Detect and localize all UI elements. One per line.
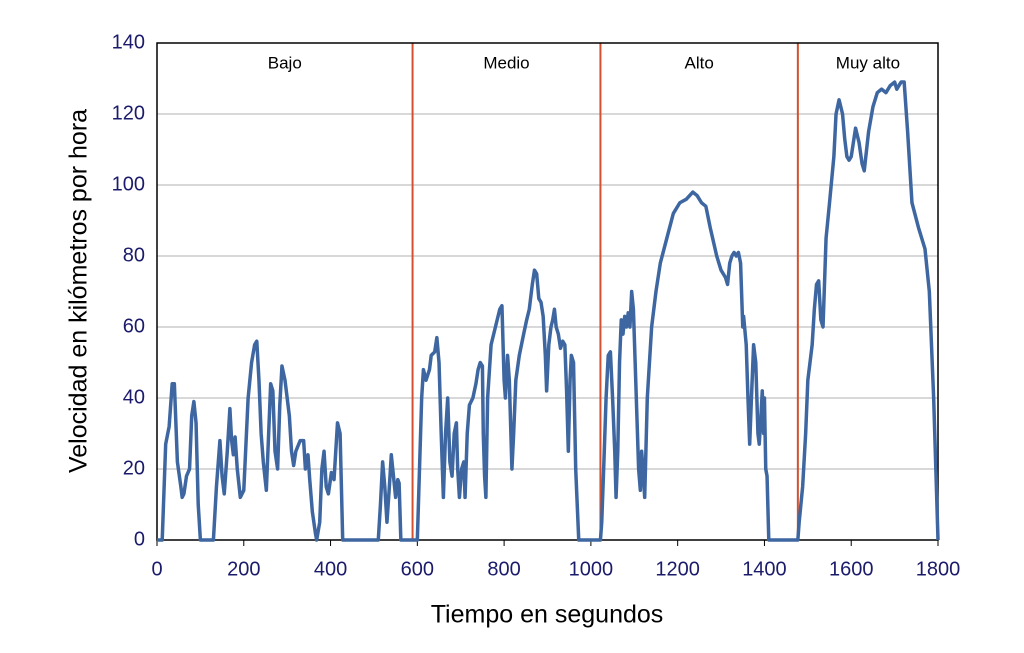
y-tick-label: 60 [123,315,145,337]
x-tick-label: 200 [227,558,260,580]
phase-label: Medio [483,53,529,72]
y-tick-label: 140 [112,31,145,53]
x-axis-label: Tiempo en segundos [431,601,664,629]
phase-label: Muy alto [836,53,900,72]
speed-line [157,80,940,542]
x-tick-label: 1600 [829,558,874,580]
y-tick-label: 0 [134,528,145,550]
x-tick-label: 1200 [655,558,700,580]
y-axis-label: Velocidad en kilómetros por hora [65,109,93,473]
y-tick-label: 40 [123,386,145,408]
x-tick-label: 0 [151,558,162,580]
x-tick-label: 1800 [916,558,961,580]
x-tick-label: 1400 [742,558,787,580]
x-tick-label: 400 [314,558,347,580]
y-tick-label: 120 [112,102,145,124]
phase-label: Bajo [268,53,302,72]
y-tick-label: 80 [123,244,145,266]
y-tick-label: 20 [123,457,145,479]
y-tick-label: 100 [112,173,145,195]
x-tick-label: 600 [401,558,434,580]
phase-label: Alto [684,53,713,72]
plot-frame [156,42,939,541]
x-tick-label: 800 [487,558,520,580]
x-tick-label: 1000 [569,558,614,580]
